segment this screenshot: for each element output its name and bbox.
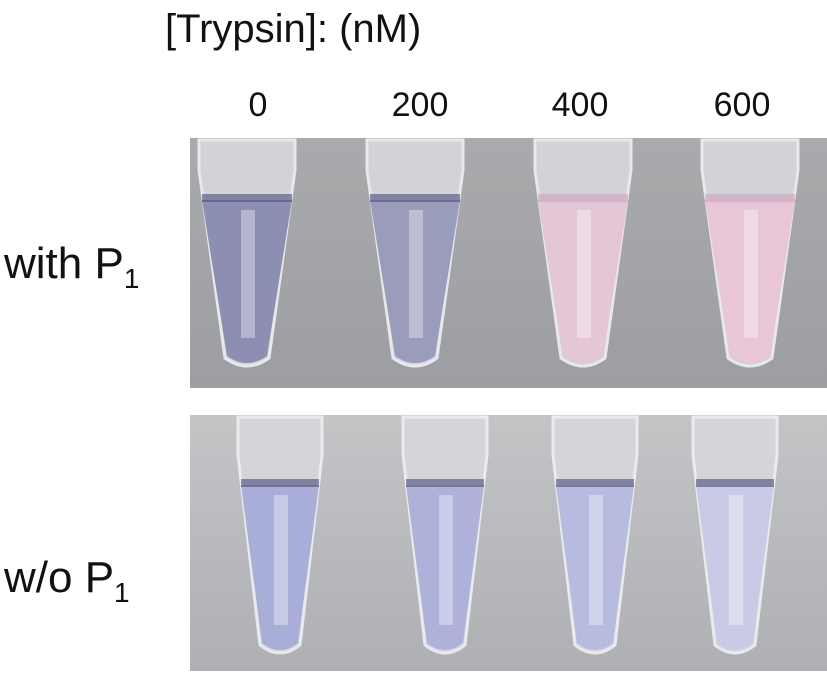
meniscus <box>705 194 795 202</box>
meniscus <box>370 194 460 202</box>
tube-liquid <box>538 200 628 363</box>
concentration-label: 400 <box>552 86 609 124</box>
tubes <box>197 138 800 655</box>
meniscus <box>696 479 774 487</box>
row-label: with P1 <box>3 239 139 294</box>
concentration-label: 600 <box>714 86 771 124</box>
row-label-subscript: 1 <box>114 577 130 608</box>
meniscus <box>556 479 634 487</box>
highlight <box>729 495 743 625</box>
tube-liquid <box>241 485 319 650</box>
meniscus <box>538 194 628 202</box>
meniscus <box>406 479 484 487</box>
tube-liquid <box>370 200 460 363</box>
row-label: w/o P1 <box>3 553 130 608</box>
highlight <box>241 210 255 338</box>
meniscus <box>202 194 292 202</box>
highlight <box>589 495 603 625</box>
concentration-label: 0 <box>249 86 268 124</box>
row-label-text: with P <box>3 239 124 288</box>
tube-liquid <box>696 485 774 650</box>
row-label-subscript: 1 <box>124 263 140 294</box>
title: [Trypsin]: (nM) <box>165 7 421 51</box>
highlight <box>439 495 453 625</box>
highlight <box>274 495 288 625</box>
tube-liquid <box>556 485 634 650</box>
concentration-label: 200 <box>392 86 449 124</box>
highlight <box>409 210 423 338</box>
tube-liquid <box>406 485 484 650</box>
highlight <box>577 210 591 338</box>
tube-liquid <box>202 200 292 363</box>
row-label-text: w/o P <box>3 553 114 602</box>
highlight <box>744 210 758 338</box>
meniscus <box>241 479 319 487</box>
tube-liquid <box>705 200 795 363</box>
